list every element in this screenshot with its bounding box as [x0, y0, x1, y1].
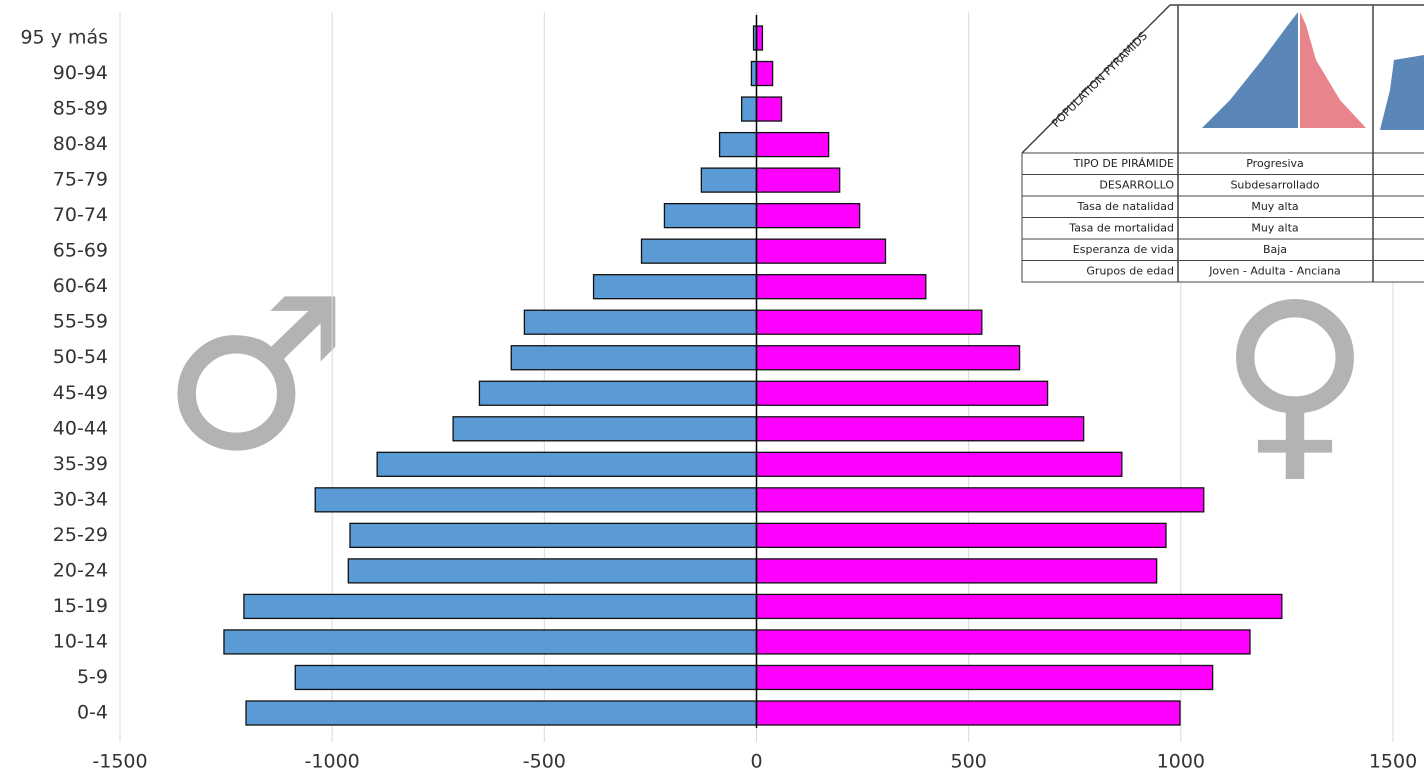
bar: [755, 96, 783, 122]
bar: [755, 487, 1205, 513]
y-tick-label: 60-64: [53, 275, 108, 297]
y-tick-label: 40-44: [53, 417, 108, 439]
y-tick-label: 25-29: [53, 524, 108, 546]
y-tick-label: 35-39: [53, 453, 108, 475]
bar: [314, 487, 758, 513]
y-tick-label: 15-19: [53, 595, 108, 617]
bar: [755, 309, 983, 335]
mini-pyramid-male: [1202, 12, 1298, 128]
x-tick-label: -1000: [305, 751, 360, 773]
bar: [755, 593, 1283, 620]
y-tick-label: 5-9: [77, 666, 108, 688]
bar: [223, 629, 758, 655]
y-tick-label: 95 y más: [20, 27, 108, 49]
bar: [755, 522, 1167, 549]
bar: [640, 238, 758, 264]
y-tick-label: 70-74: [53, 204, 108, 226]
bar: [478, 380, 758, 406]
inset-key: DESARROLLO: [1099, 178, 1174, 191]
inset-header-border: [1021, 4, 1424, 282]
bar: [755, 25, 764, 51]
bar: [750, 60, 758, 87]
bar: [740, 96, 758, 122]
y-tick-label: 45-49: [53, 382, 108, 404]
y-tick-label: 55-59: [53, 311, 108, 333]
x-tick-label: 1500: [1369, 751, 1417, 773]
bar: [755, 380, 1049, 406]
inset-bg: [1022, 5, 1424, 282]
bar: [755, 202, 861, 229]
inset-key: Tasa de mortalidad: [1068, 221, 1174, 234]
y-tick-label: 90-94: [53, 62, 108, 84]
x-tick-label: -500: [523, 751, 566, 773]
y-tick-label: 65-69: [53, 240, 108, 262]
y-tick-label: 10-14: [53, 630, 108, 652]
bar: [700, 167, 758, 193]
inset-value: Progresiva: [1246, 157, 1304, 170]
y-tick-label: 20-24: [53, 559, 108, 581]
bar: [245, 700, 758, 726]
y-tick-label: 75-79: [53, 169, 108, 191]
bar: [718, 131, 758, 158]
mini-pyramid-female: [1300, 12, 1366, 128]
y-tick-label: 30-34: [53, 488, 108, 510]
bar: [755, 167, 841, 193]
x-tick-label: -1500: [92, 751, 147, 773]
bar: [755, 345, 1021, 371]
y-tick-label: 0-4: [77, 702, 108, 724]
inset-key: Grupos de edad: [1086, 264, 1174, 277]
inset-value: Joven - Adulta - Anciana: [1208, 264, 1341, 277]
bar: [755, 60, 774, 87]
female-symbol: ♀: [1218, 258, 1372, 503]
inset-key: Tasa de natalidad: [1077, 200, 1174, 213]
inset-value: Baja: [1263, 243, 1287, 256]
bar: [755, 451, 1123, 477]
y-tick-label: 80-84: [53, 133, 108, 155]
bar: [755, 664, 1214, 691]
bar: [663, 202, 758, 229]
x-tick-label: 0: [750, 751, 762, 773]
bar: [510, 345, 758, 371]
inset-value: Muy alta: [1251, 221, 1298, 234]
bar: [376, 451, 758, 477]
inset-border: [1021, 153, 1424, 283]
inset-value: Subdesarrollado: [1230, 178, 1319, 191]
bar: [347, 558, 758, 584]
male-symbol: ♂: [161, 253, 349, 498]
bar: [523, 309, 758, 335]
inset-value: Muy alta: [1251, 200, 1298, 213]
x-tick-label: 1000: [1157, 751, 1205, 773]
inset-key: TIPO DE PIRÁMIDE: [1073, 157, 1174, 170]
x-tick-label: 500: [951, 751, 987, 773]
bar: [452, 416, 758, 442]
bar: [592, 274, 758, 300]
bar: [755, 274, 927, 300]
bar: [755, 131, 830, 158]
bar: [755, 629, 1251, 655]
bar: [755, 700, 1181, 726]
bar: [243, 593, 758, 620]
bar: [755, 416, 1085, 442]
y-tick-label: 50-54: [53, 346, 108, 368]
mini-pyramid-edge: [1380, 55, 1424, 130]
bar: [755, 238, 887, 264]
bar: [755, 558, 1158, 584]
inset-key: Esperanza de vida: [1073, 243, 1174, 256]
bar: [349, 522, 758, 549]
bar: [294, 664, 758, 691]
y-tick-label: 85-89: [53, 98, 108, 120]
